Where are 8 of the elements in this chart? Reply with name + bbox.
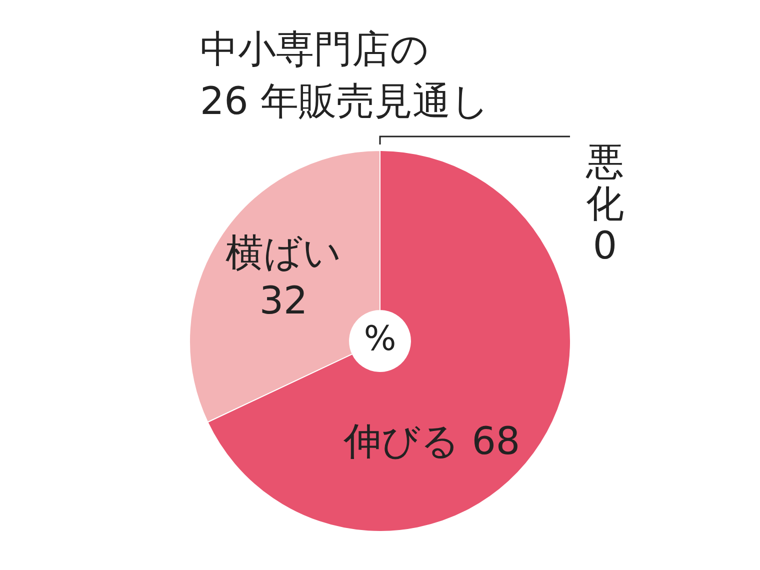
data-label: 68 — [472, 419, 520, 464]
slice-label: 伸びる — [342, 419, 460, 464]
legend-label: 悪化 — [585, 139, 624, 226]
chart-title: 中小専門店の 26 年販売見通し — [200, 26, 490, 123]
text: 0 — [592, 223, 618, 268]
slice-label: 横ばい — [225, 230, 342, 275]
data-label: 32 — [259, 278, 308, 323]
text: % — [364, 318, 396, 359]
